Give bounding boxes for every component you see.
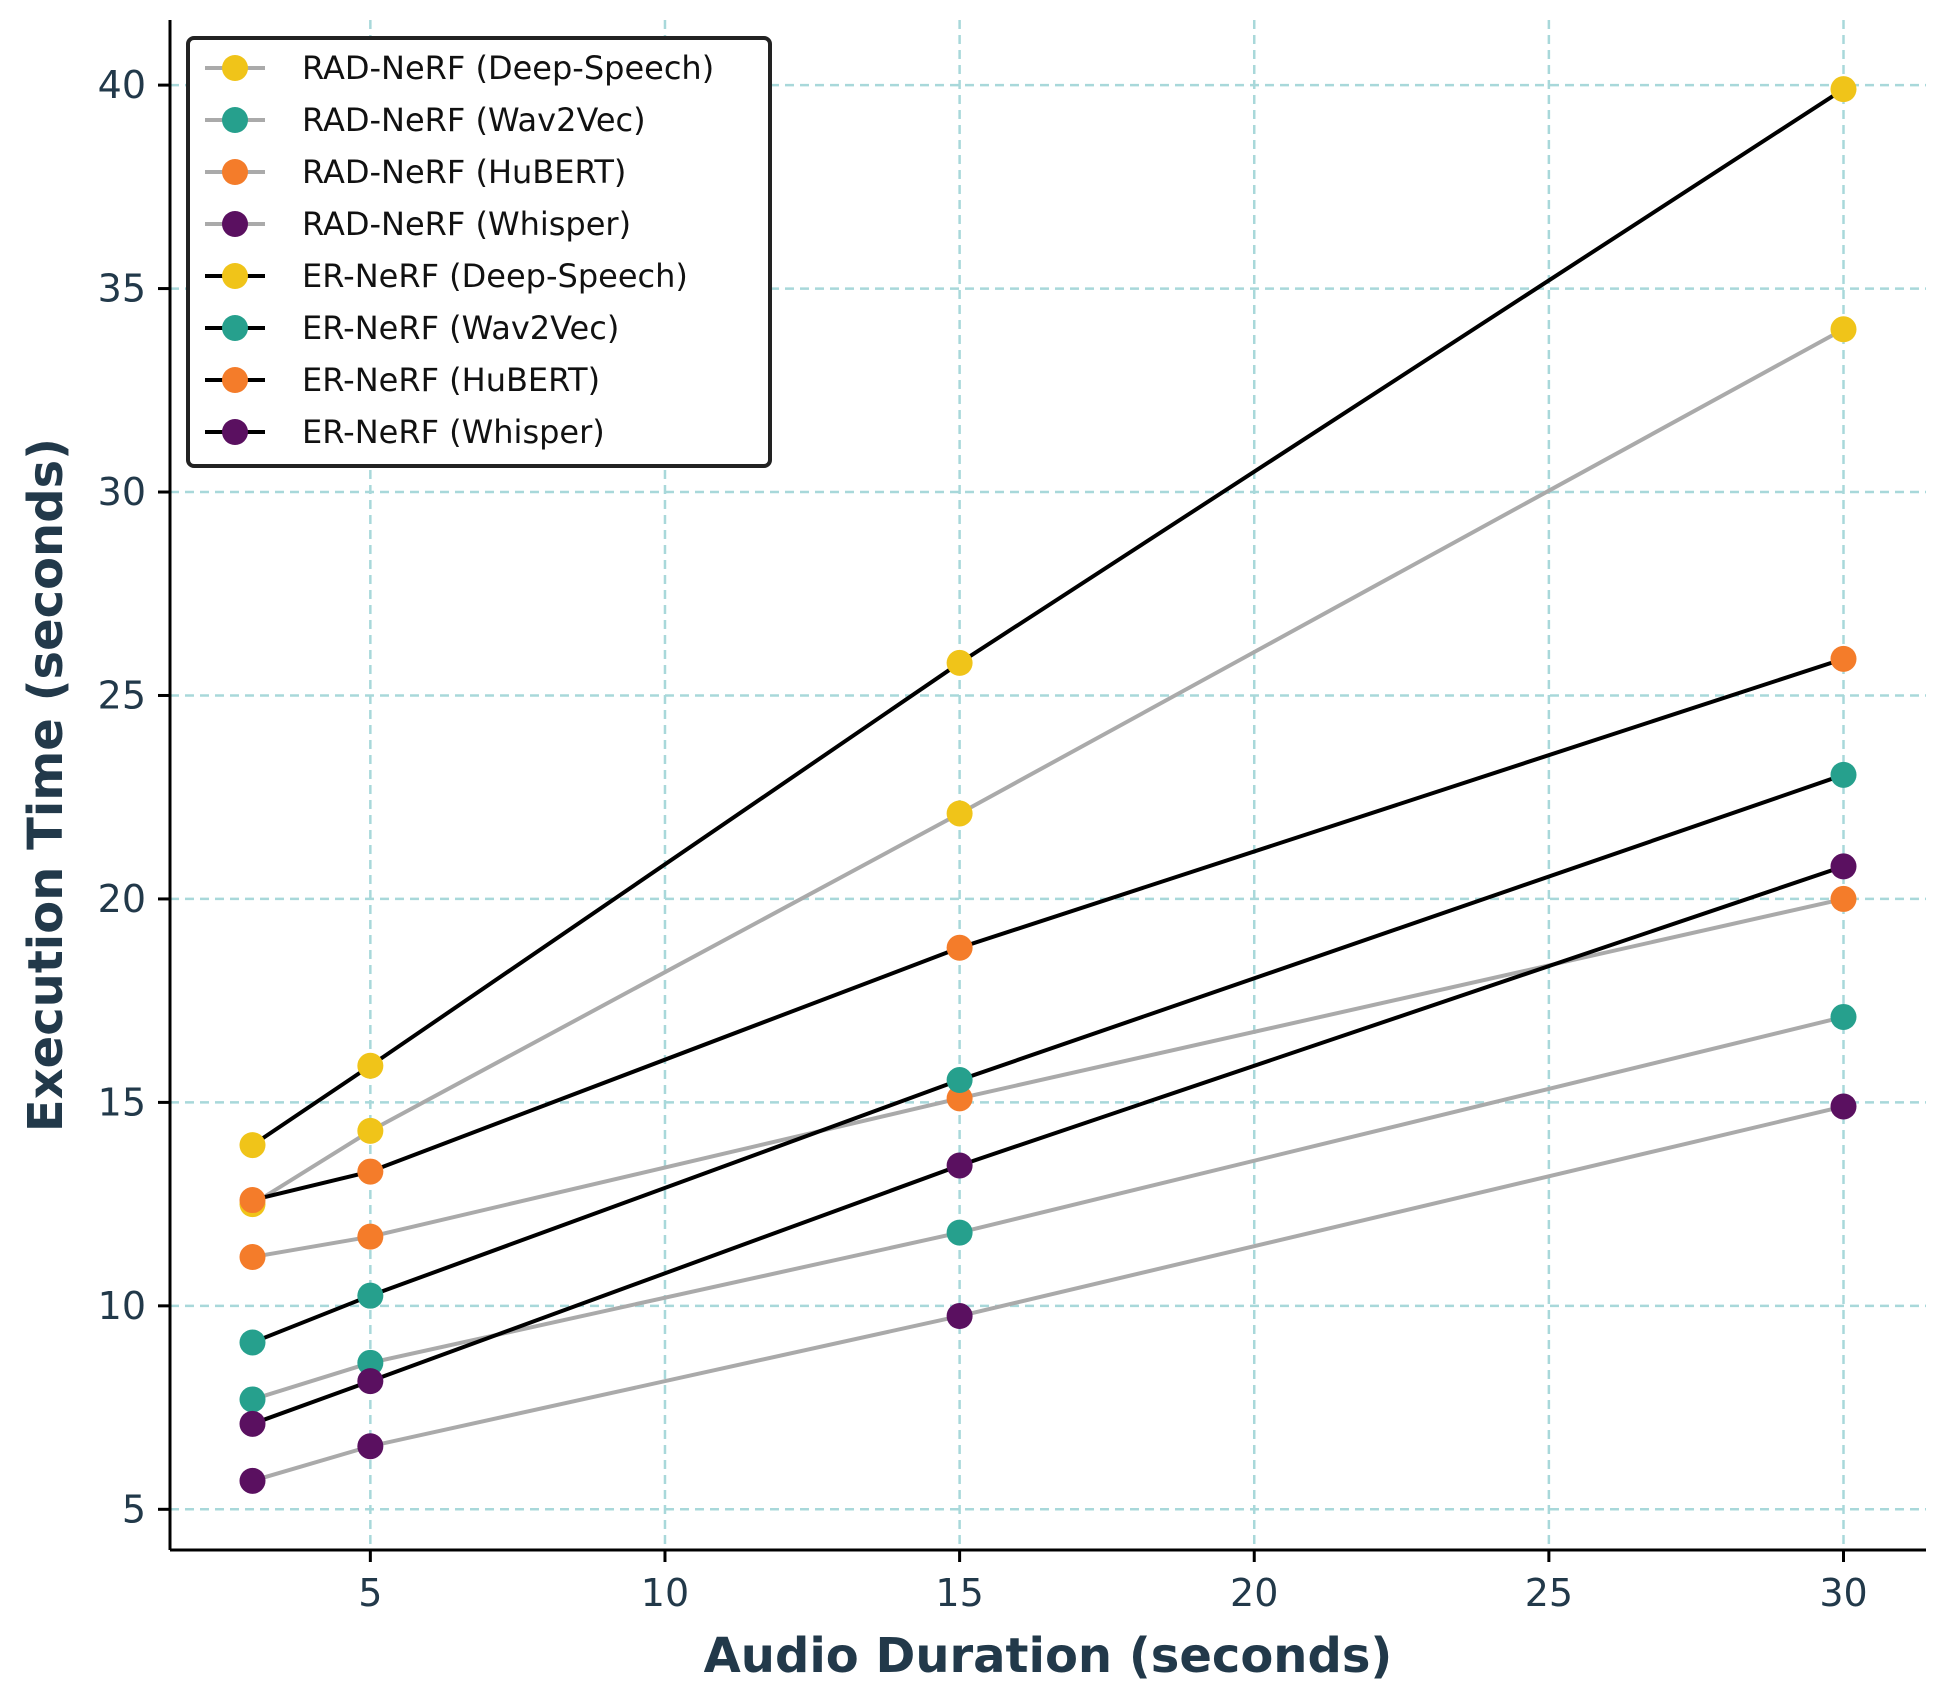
point-er-nerf-deep-speech-x5	[357, 1052, 384, 1079]
legend-label-rad-nerf-hubert: RAD-NeRF (HuBERT)	[302, 153, 626, 191]
y-tick-label-30: 30	[98, 470, 146, 514]
legend-marker-er-nerf-wav2vec	[222, 315, 248, 341]
legend-frame	[186, 36, 772, 468]
point-rad-nerf-wav2vec-x3	[239, 1386, 266, 1413]
legend-marker-rad-nerf-hubert	[222, 159, 248, 185]
point-er-nerf-wav2vec-x5	[357, 1282, 384, 1309]
x-tick-label-25: 25	[1525, 1571, 1573, 1615]
legend-label-er-nerf-deep-speech: ER-NeRF (Deep-Speech)	[302, 257, 688, 295]
legend-label-er-nerf-wav2vec: ER-NeRF (Wav2Vec)	[302, 309, 619, 347]
point-rad-nerf-wav2vec-x5	[357, 1349, 384, 1376]
point-er-nerf-hubert-x30	[1830, 645, 1857, 672]
point-rad-nerf-deep-speech-x5	[357, 1117, 384, 1144]
y-tick-label-5: 5	[122, 1487, 146, 1531]
point-er-nerf-deep-speech-x15	[946, 649, 973, 676]
point-er-nerf-wav2vec-x3	[239, 1329, 266, 1356]
point-rad-nerf-hubert-x30	[1830, 885, 1857, 912]
legend-label-er-nerf-whisper: ER-NeRF (Whisper)	[302, 413, 605, 451]
point-rad-nerf-whisper-x5	[357, 1433, 384, 1460]
series-line-er-nerf-whisper	[251, 864, 1845, 1426]
series-line-rad-nerf-whisper	[251, 1104, 1844, 1483]
point-rad-nerf-hubert-x5	[357, 1223, 384, 1250]
legend: RAD-NeRF (Deep-Speech) RAD-NeRF (Wav2Vec)…	[186, 36, 772, 468]
point-er-nerf-whisper-x30	[1830, 853, 1857, 880]
axes-layer	[158, 20, 1926, 1562]
point-rad-nerf-hubert-x3	[239, 1244, 266, 1271]
legend-marker-er-nerf-whisper	[222, 419, 248, 445]
point-rad-nerf-hubert-x15	[946, 1085, 973, 1112]
point-rad-nerf-whisper-x30	[1830, 1093, 1857, 1120]
y-tick-label-20: 20	[98, 877, 146, 921]
series-line-er-nerf-deep-speech	[251, 87, 1845, 1147]
point-er-nerf-whisper-x3	[239, 1410, 266, 1437]
point-rad-nerf-wav2vec-x30	[1830, 1003, 1857, 1030]
point-rad-nerf-wav2vec-x15	[946, 1219, 973, 1246]
point-rad-nerf-whisper-x15	[946, 1303, 973, 1330]
series-markers-layer	[239, 76, 1857, 1494]
legend-marker-er-nerf-hubert	[222, 367, 248, 393]
x-tick-label-10: 10	[641, 1571, 689, 1615]
series-line-er-nerf-wav2vec	[251, 772, 1845, 1345]
legend-label-rad-nerf-deep-speech: RAD-NeRF (Deep-Speech)	[302, 49, 714, 87]
point-er-nerf-hubert-x15	[946, 934, 973, 961]
point-er-nerf-whisper-x5	[357, 1368, 384, 1395]
y-tick-label-25: 25	[98, 673, 146, 717]
legend-marker-rad-nerf-deep-speech	[222, 55, 248, 81]
point-er-nerf-deep-speech-x3	[239, 1132, 266, 1159]
legend-label-rad-nerf-wav2vec: RAD-NeRF (Wav2Vec)	[302, 101, 646, 139]
legend-label-er-nerf-hubert: ER-NeRF (HuBERT)	[302, 361, 600, 399]
point-rad-nerf-deep-speech-x30	[1830, 316, 1857, 343]
y-tick-label-35: 35	[98, 267, 146, 311]
series-line-rad-nerf-hubert	[252, 896, 1844, 1259]
legend-items: RAD-NeRF (Deep-Speech) RAD-NeRF (Wav2Vec)…	[205, 49, 714, 451]
point-er-nerf-deep-speech-x30	[1830, 76, 1857, 103]
x-tick-label-15: 15	[935, 1571, 983, 1615]
point-er-nerf-whisper-x15	[946, 1152, 973, 1179]
tick-labels-layer: 5 10 15 20 25 30 5 10 15 20 25 30 35 40	[98, 63, 1868, 1615]
series-line-er-nerf-hubert	[252, 656, 1845, 1202]
y-tick-label-40: 40	[98, 63, 146, 107]
y-tick-label-15: 15	[98, 1080, 146, 1124]
legend-marker-rad-nerf-wav2vec	[222, 107, 248, 133]
y-tick-label-10: 10	[98, 1284, 146, 1328]
point-er-nerf-wav2vec-x30	[1830, 761, 1857, 788]
series-line-rad-nerf-deep-speech	[251, 327, 1845, 1206]
point-rad-nerf-deep-speech-x15	[946, 800, 973, 827]
series-line-rad-nerf-wav2vec	[251, 1014, 1844, 1402]
point-er-nerf-hubert-x3	[239, 1187, 266, 1214]
point-rad-nerf-whisper-x3	[239, 1467, 266, 1494]
x-tick-label-20: 20	[1230, 1571, 1278, 1615]
series-lines-layer	[251, 87, 1845, 1483]
x-tick-label-30: 30	[1819, 1571, 1867, 1615]
legend-marker-er-nerf-deep-speech	[222, 263, 248, 289]
x-tick-label-5: 5	[358, 1571, 382, 1615]
point-er-nerf-wav2vec-x15	[946, 1067, 973, 1094]
point-er-nerf-hubert-x5	[357, 1158, 384, 1185]
x-axis-title: Audio Duration (seconds)	[704, 1628, 1393, 1684]
legend-marker-rad-nerf-whisper	[222, 211, 248, 237]
legend-label-rad-nerf-whisper: RAD-NeRF (Whisper)	[302, 205, 631, 243]
y-axis-title: Execution Time (seconds)	[18, 438, 74, 1132]
